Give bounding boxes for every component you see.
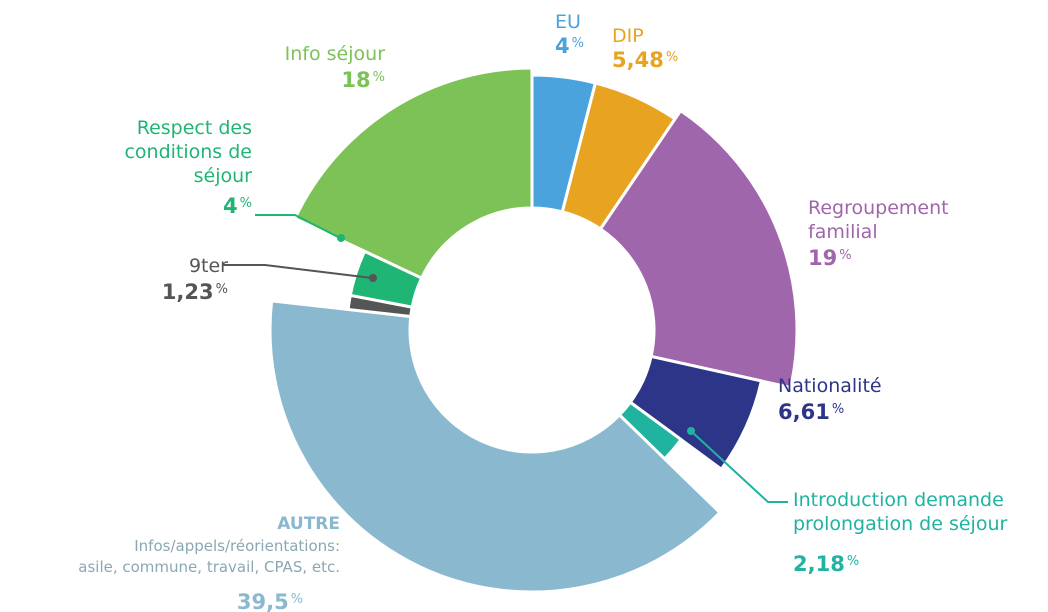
unit: % [846,554,860,569]
unit: % [831,402,845,417]
value-label: 4 [555,34,570,58]
category-name: Info séjour [284,43,385,65]
leader-dot [687,427,695,435]
segment-label: AUTRE Infos/appels/réorientations: asile, … [40,512,340,612]
leader-line [222,264,373,279]
value-label-row: 2,18% [793,550,1048,577]
segment-label: Regroupement familial 19% [808,196,988,271]
value-label-row: 19% [808,244,988,271]
leader-dot [337,234,345,242]
unit: % [665,50,679,65]
donut-segment [268,299,723,594]
category-name: Nationalité [778,375,882,397]
value-label-row: 4% [555,32,655,59]
leader-line [255,214,341,239]
annotation: Infos/appels/réorientations: [134,537,340,555]
leader-line [691,431,788,503]
unit: % [372,70,385,85]
category-name: 9ter [188,255,228,277]
segment-label: DIP 5,48% [612,24,712,73]
value-label: 6,61 [778,400,830,424]
value-label: 4 [223,194,238,218]
annotation: asile, commune, travail, CPAS, etc. [78,558,340,576]
segment-label: Respect des conditions de séjour 4% [112,116,252,219]
category-name: DIP [612,25,644,47]
value-label: 19 [808,246,838,270]
leader-dot [369,274,377,282]
value-label-row: 6,61% [778,398,938,425]
value-label: 1,23 [161,280,214,304]
segment-label: Info séjour 18% [235,42,385,93]
value-label: 18 [341,68,371,92]
value-label-row: 4% [112,192,252,219]
donut-segment [598,108,799,390]
value-label-row: 39,5% [40,588,340,612]
segment-label: EU 4% [555,10,655,59]
value-label: 39,5 [236,590,289,612]
donut-segment [628,354,764,472]
segment-label: Introduction demande prolongation de séj… [793,488,1048,577]
unit: % [215,282,228,297]
category-name: Regroupement familial [808,197,949,243]
category-name: Respect des conditions de séjour [124,117,252,187]
donut-segment [292,66,534,281]
unit: % [571,36,584,51]
unit: % [239,196,252,211]
value-label-row: 18% [235,66,385,93]
value-label: 2,18 [793,552,845,576]
value-label-row: 5,48% [612,46,712,73]
segment-label: Nationalité 6,61% [778,374,938,425]
segment-label: 9ter 1,23% [78,254,228,305]
unit: % [290,592,304,607]
category-name: Introduction demande prolongation de séj… [793,489,1008,535]
value-label-row: 1,23% [78,278,228,305]
category-name: AUTRE [277,514,340,534]
value-label: 5,48 [612,48,664,72]
unit: % [839,248,852,263]
category-name: EU [555,11,581,33]
